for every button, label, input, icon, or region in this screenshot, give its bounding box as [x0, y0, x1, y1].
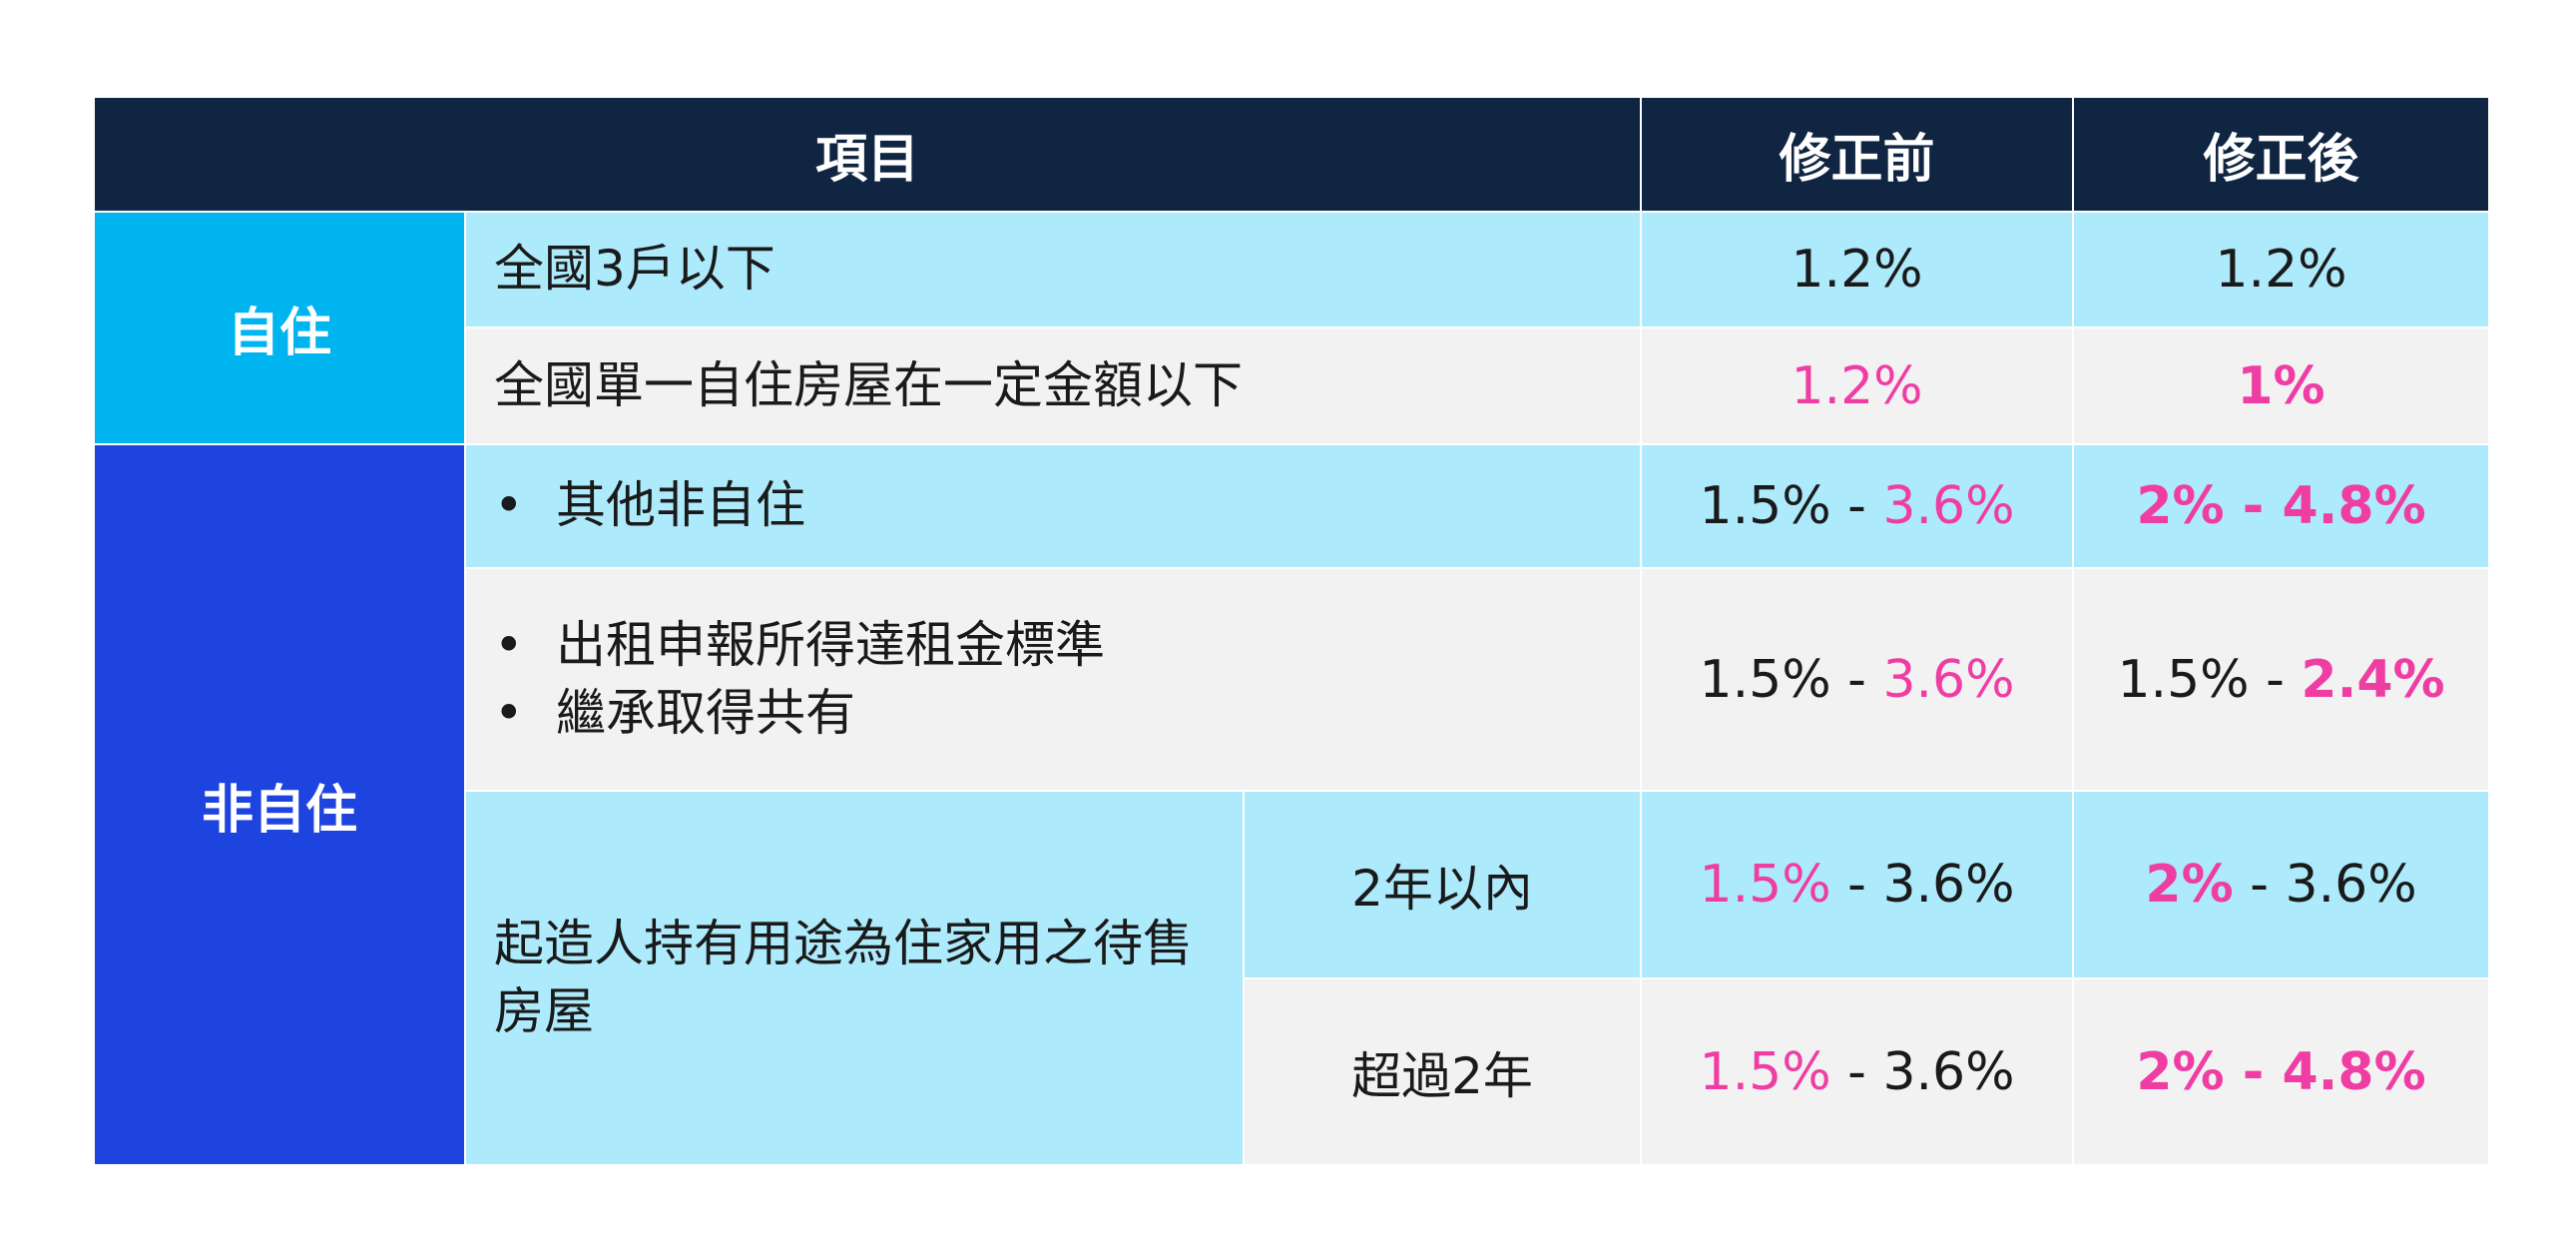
rate-sep: -: [1830, 855, 1883, 915]
header-item: 項目: [92, 96, 1643, 213]
header-after: 修正後: [2072, 96, 2491, 213]
header-row: 項目 修正前 修正後: [92, 96, 2491, 213]
bullet: •: [494, 616, 524, 674]
rate-high: 3.6%: [1882, 855, 2015, 915]
rate-sep: -: [2249, 649, 2302, 710]
item-label: 其他非自住: [556, 476, 805, 535]
item-cell: • 其他非自住: [463, 443, 1643, 569]
category-non-self-use: 非自住: [93, 443, 466, 1166]
rate-before: 1.2%: [1640, 326, 2075, 445]
table-row: 自住 全國3戶以下 1.2% 1.2%: [93, 211, 2491, 445]
sub-item-label: 超過2年: [1242, 977, 1643, 1166]
rate-before: 1.5% - 3.6%: [1640, 567, 2075, 792]
rate-sep: -: [2224, 476, 2283, 536]
rate-sep: -: [2233, 855, 2286, 915]
rate-low: 2%: [2136, 476, 2225, 536]
rate-low: 1.5%: [1699, 1041, 1831, 1102]
table-row: 超過2年 1.5% - 3.6% 2% - 4.8%: [94, 977, 2491, 1166]
rate-high: 3.6%: [2285, 855, 2417, 915]
rate-high: 3.6%: [1882, 649, 2015, 710]
list-item: • 出租申報所得達租金標準: [494, 612, 1640, 680]
rate-high: 3.6%: [1882, 1041, 2015, 1102]
rate-after: 2% - 4.8%: [2072, 977, 2491, 1166]
rate-sep: -: [2224, 1041, 2283, 1102]
rate-low: 1.5%: [1699, 649, 1831, 710]
item-label: 繼承取得共有: [556, 683, 855, 742]
item-label: 出租申報所得達租金標準: [556, 616, 1105, 674]
table-row: • 出租申報所得達租金標準 • 繼承取得共有 1.5% - 3.6% 1.5% - …: [94, 567, 2491, 792]
rate-low: 2%: [2145, 855, 2234, 915]
rate-before: 1.5% - 3.6%: [1640, 790, 2075, 979]
rate-before: 1.5% - 3.6%: [1640, 443, 2075, 569]
rate-low: 1.5%: [1699, 855, 1831, 915]
rate-low: 1.5%: [2117, 649, 2250, 710]
bullet: •: [494, 476, 524, 535]
rate-after: 2% - 3.6%: [2072, 790, 2491, 979]
table-row: 全國單一自住房屋在一定金額以下 1.2% 1%: [94, 326, 2491, 445]
rate-high: 2.4%: [2301, 649, 2445, 710]
rate-low: 2%: [2136, 1041, 2225, 1102]
rate-before: 1.2%: [1640, 211, 2075, 328]
rate-high: 3.6%: [1882, 476, 2015, 536]
rate-low: 1.5%: [1699, 476, 1831, 536]
item-cell: • 出租申報所得達租金標準 • 繼承取得共有: [463, 567, 1643, 792]
category-self-use: 自住: [93, 211, 466, 445]
bullet: •: [494, 683, 524, 742]
rate-sep: -: [1830, 476, 1883, 536]
table-row: 非自住 • 其他非自住 1.5% - 3.6% 2% - 4.8%: [93, 443, 2491, 1166]
item-label: 全國單一自住房屋在一定金額以下: [463, 326, 1643, 445]
rate-after: 1%: [2072, 326, 2491, 445]
header-before: 修正前: [1640, 96, 2075, 213]
item-label: 全國3戶以下: [463, 211, 1643, 328]
rate-after: 1.5% - 2.4%: [2072, 567, 2491, 792]
rate-sep: -: [1830, 649, 1883, 710]
rate-after: 2% - 4.8%: [2072, 443, 2491, 569]
list-item: • 其他非自住: [494, 472, 1640, 540]
rate-before: 1.5% - 3.6%: [1640, 977, 2075, 1166]
rate-sep: -: [1830, 1041, 1883, 1102]
sub-item-label: 2年以內: [1242, 790, 1643, 979]
list-item: • 繼承取得共有: [494, 680, 1640, 748]
rate-high: 4.8%: [2282, 1041, 2426, 1102]
rate-after: 1.2%: [2072, 211, 2491, 328]
item-label: 起造人持有用途為住家用之待售房屋: [464, 790, 1245, 1166]
table-row: 起造人持有用途為住家用之待售房屋 2年以內 1.5% - 3.6% 2% - 3…: [94, 790, 2491, 1166]
rate-high: 4.8%: [2282, 476, 2426, 536]
tax-rate-table: 項目 修正前 修正後 自住 全國3戶以下 1.2% 1.2% 全國單一自住房屋在…: [92, 96, 2491, 1166]
